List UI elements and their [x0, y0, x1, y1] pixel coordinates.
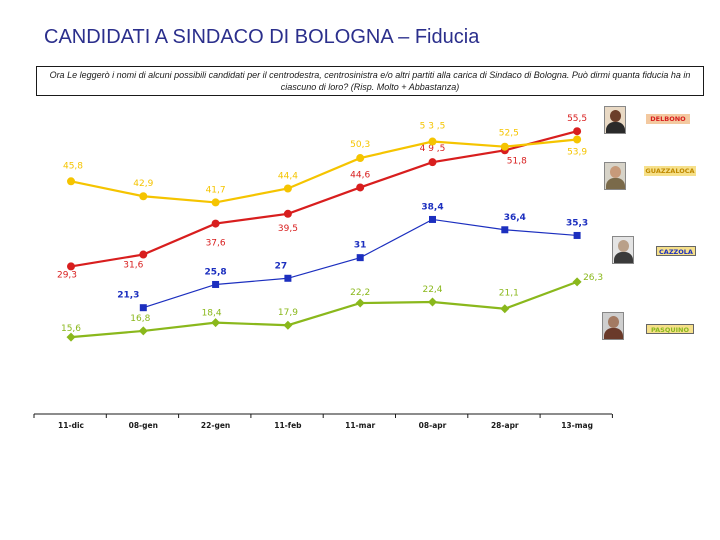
data-label-cazzola: 27	[275, 261, 288, 271]
data-label-guazzaloca: 50,3	[350, 140, 370, 150]
data-point-guazzaloca	[356, 154, 365, 163]
data-label-cazzola: 35,3	[566, 218, 588, 228]
guazzaloca-photo	[604, 162, 626, 190]
data-label-cazzola: 21,3	[117, 291, 139, 301]
data-point-pasquino	[355, 298, 365, 308]
x-tick-label: 13-mag	[561, 421, 593, 430]
legend-cazzola: CAZZOLA	[656, 246, 696, 256]
data-point-pasquino	[500, 304, 510, 314]
data-point-pasquino	[211, 318, 221, 328]
pasquino-photo	[602, 312, 624, 340]
data-point-pasquino	[428, 297, 437, 307]
data-label-pasquino: 17,9	[278, 308, 298, 318]
data-label-guazzaloca: 52,5	[499, 129, 519, 139]
data-label-delbono: 44,6	[350, 170, 370, 180]
data-point-cazzola	[573, 231, 581, 239]
data-label-guazzaloca: 41,7	[206, 185, 226, 195]
title-separator: –	[398, 26, 410, 48]
question-box: Ora Le leggerò i nomi di alcuni possibil…	[36, 66, 704, 96]
data-label-cazzola: 25,8	[204, 267, 226, 277]
data-point-guazzaloca	[139, 192, 148, 201]
delbono-photo	[604, 106, 626, 134]
data-label-pasquino: 18,4	[202, 309, 222, 319]
data-point-cazzola	[356, 254, 364, 262]
data-label-guazzaloca: 5 3 ,5	[420, 122, 446, 132]
x-tick-label: 11-dic	[58, 421, 84, 430]
data-label-delbono: 37,6	[206, 239, 226, 249]
data-point-guazzaloca	[573, 135, 582, 144]
legend-guazzaloca: GUAZZALOCA	[644, 166, 696, 176]
data-label-delbono: 31,6	[123, 261, 143, 271]
data-point-cazzola	[501, 226, 509, 234]
legend-delbono: DELBONO	[646, 114, 690, 124]
data-point-delbono	[356, 183, 365, 192]
data-label-pasquino: 21,1	[499, 289, 519, 299]
x-tick-label: 08-apr	[419, 421, 447, 430]
data-point-delbono	[67, 262, 75, 271]
data-point-pasquino	[283, 320, 293, 330]
data-label-pasquino: 22,2	[350, 288, 370, 298]
data-point-guazzaloca	[283, 184, 292, 193]
data-point-delbono	[573, 127, 582, 136]
data-point-guazzaloca	[67, 177, 75, 186]
data-point-delbono	[211, 219, 220, 228]
data-label-pasquino: 16,8	[130, 314, 150, 324]
data-point-guazzaloca	[500, 142, 509, 151]
data-point-cazzola	[429, 215, 436, 223]
data-label-cazzola: 31	[354, 241, 367, 251]
series-line-pasquino	[70, 280, 578, 339]
x-tick-label: 28-apr	[491, 421, 519, 430]
data-point-cazzola	[212, 280, 220, 288]
data-point-delbono	[139, 250, 148, 259]
data-point-delbono	[283, 209, 292, 218]
data-label-guazzaloca: 44,4	[278, 171, 298, 181]
data-label-guazzaloca: 42,9	[133, 179, 153, 189]
legend-pasquino: PASQUINO	[646, 324, 694, 334]
data-label-pasquino: 26,3	[583, 273, 603, 283]
data-point-cazzola	[284, 274, 292, 282]
data-label-delbono: 51,8	[507, 156, 527, 166]
data-label-delbono: 29,3	[57, 270, 77, 280]
data-point-guazzaloca	[428, 137, 437, 146]
title-sub: Fiducia	[414, 26, 480, 48]
x-tick-label: 11-feb	[274, 421, 302, 430]
x-tick-label: 22-gen	[201, 421, 230, 430]
data-point-delbono	[428, 158, 437, 167]
data-point-pasquino	[138, 326, 148, 336]
data-point-cazzola	[139, 304, 147, 312]
x-tick-label: 08-gen	[129, 421, 158, 430]
data-point-guazzaloca	[211, 198, 220, 207]
data-label-delbono: 39,5	[278, 224, 298, 234]
data-point-pasquino	[572, 277, 582, 287]
data-label-delbono: 55,5	[567, 114, 587, 124]
data-label-pasquino: 22,4	[422, 285, 442, 295]
data-label-guazzaloca: 45,8	[63, 161, 83, 171]
data-label-cazzola: 36,4	[504, 213, 526, 223]
title-main: CANDIDATI A SINDACO DI BOLOGNA	[44, 26, 393, 48]
series-line-guazzaloca	[70, 138, 578, 204]
data-label-pasquino: 15,6	[61, 324, 81, 334]
cazzola-photo	[612, 236, 634, 264]
data-label-delbono: 4 9 ,5	[420, 144, 446, 154]
data-label-cazzola: 38,4	[421, 202, 443, 212]
x-tick-label: 11-mar	[345, 421, 375, 430]
data-label-guazzaloca: 53,9	[567, 147, 587, 157]
series-line-delbono	[70, 130, 578, 268]
data-point-pasquino	[66, 332, 76, 342]
page-title: CANDIDATI A SINDACO DI BOLOGNA – Fiducia	[44, 26, 479, 49]
